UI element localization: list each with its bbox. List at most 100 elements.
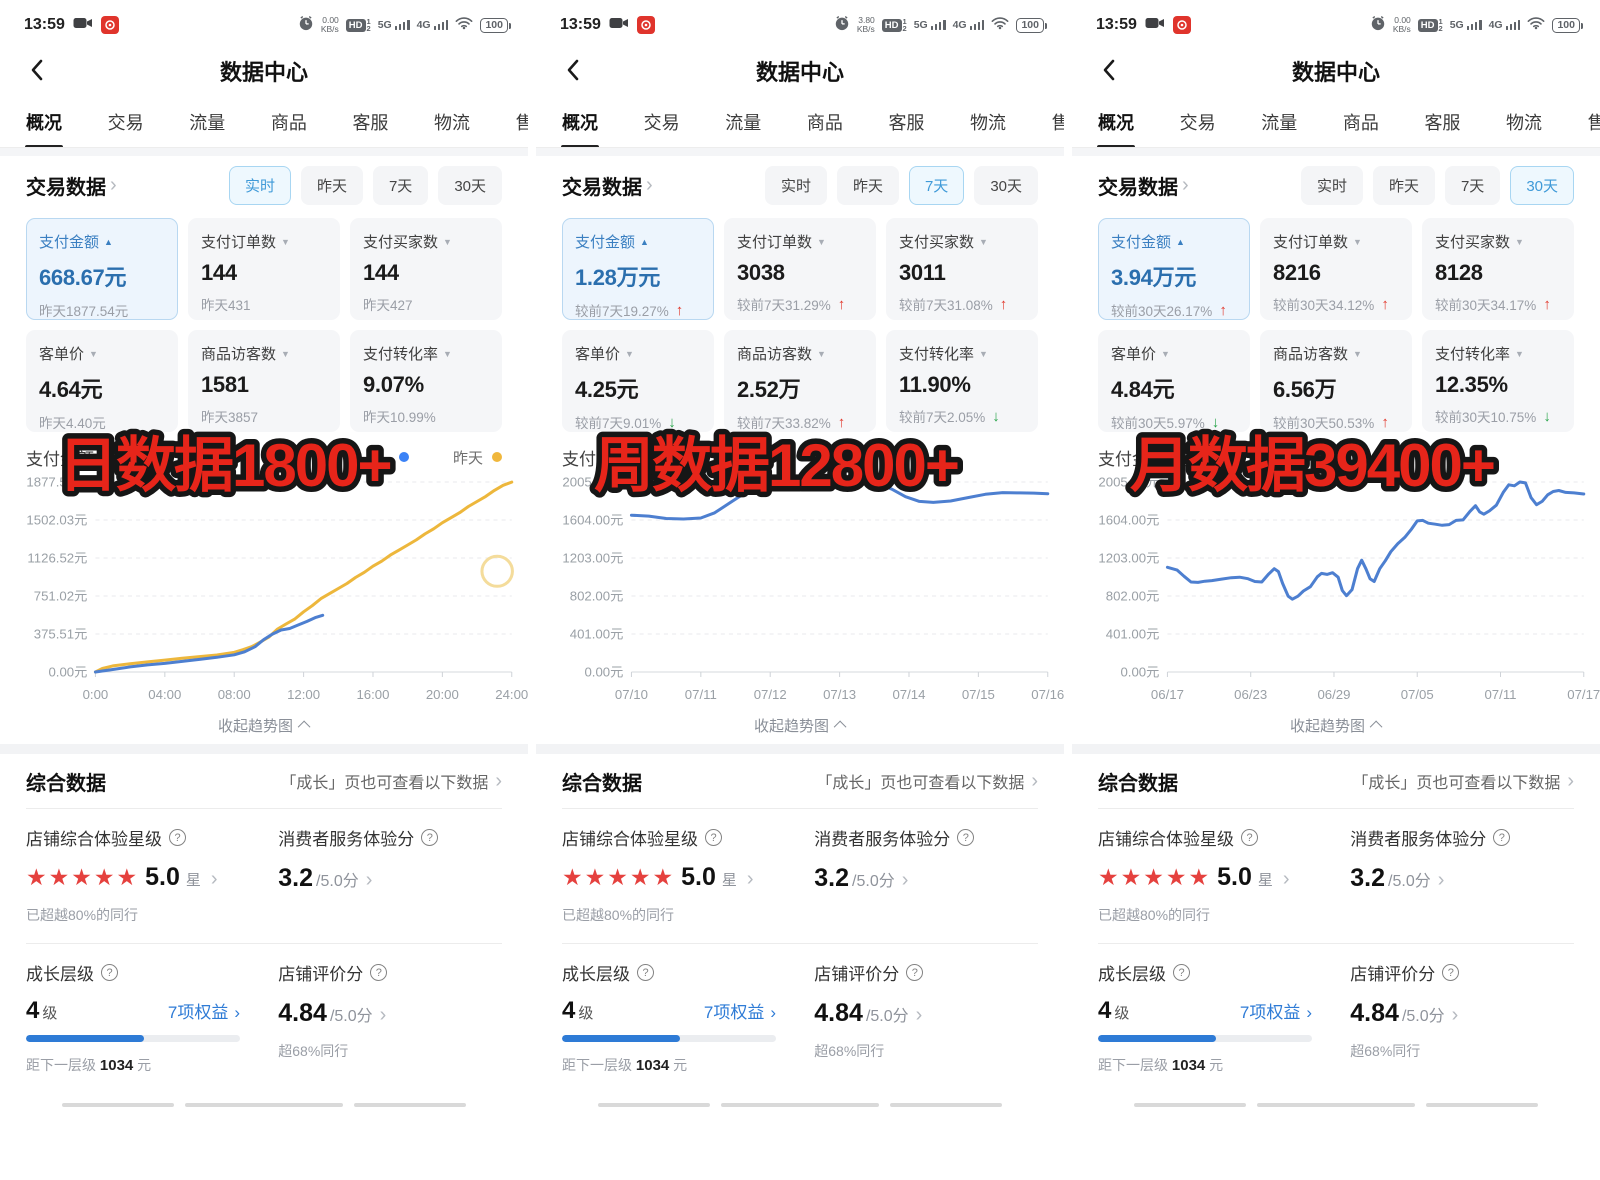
growth-page-link[interactable]: 「成长」页也可查看以下数据 ›	[280, 770, 502, 792]
metric-card-visitors[interactable]: 商品访客数 ▼ 2.52万 较前7天33.82% ↑	[724, 330, 876, 432]
svg-text:375.51元: 375.51元	[34, 627, 88, 642]
metric-card-buyer-count[interactable]: 支付买家数 ▼ 3011 较前7天31.08% ↑	[886, 218, 1038, 320]
filter-30days[interactable]: 30天	[438, 165, 502, 205]
chevron-right-icon[interactable]: ›	[379, 1004, 387, 1026]
help-icon[interactable]	[1493, 829, 1511, 846]
chevron-right-icon[interactable]: ›	[365, 869, 373, 891]
metric-card-buyer-count[interactable]: 支付买家数 ▼ 144 昨天427	[350, 218, 502, 320]
tab-service[interactable]: 客服	[1424, 112, 1461, 133]
tab-overview[interactable]: 概况	[26, 109, 62, 137]
tab-aftersale[interactable]: 售	[1588, 109, 1600, 137]
metric-card-conversion[interactable]: 支付转化率 ▼ 12.35% 较前30天10.75% ↓	[1422, 330, 1574, 432]
growth-page-link[interactable]: 「成长」页也可查看以下数据 ›	[1352, 770, 1574, 792]
help-icon[interactable]	[637, 964, 654, 981]
tab-trade[interactable]: 交易	[107, 112, 144, 133]
metric-card-conversion[interactable]: 支付转化率 ▼ 9.07% 昨天10.99%	[350, 330, 502, 432]
filter-realtime[interactable]: 实时	[1300, 165, 1363, 205]
shop-rating-block: 店铺评价分 4.84 /5.0分 › 超68%同行	[278, 960, 502, 1075]
help-icon[interactable]	[906, 964, 924, 981]
metric-card-order-count[interactable]: 支付订单数 ▼ 144 昨天431	[188, 218, 340, 320]
tab-aftersale[interactable]: 售	[1052, 109, 1064, 137]
collapse-trend-link[interactable]: 收起趋势图	[536, 708, 1064, 742]
collapse-trend-link[interactable]: 收起趋势图	[0, 708, 528, 742]
tab-products[interactable]: 商品	[806, 112, 843, 133]
tab-logistics[interactable]: 物流	[1506, 112, 1543, 133]
metric-compare: 较前30天10.75%	[1435, 410, 1537, 425]
filter-realtime[interactable]: 实时	[764, 165, 827, 205]
tab-logistics[interactable]: 物流	[970, 112, 1007, 133]
back-icon[interactable]	[562, 58, 584, 87]
metric-card-pay-amount[interactable]: 支付金额 ▲ 1.28万元 较前7天19.27% ↑	[562, 218, 714, 320]
metric-compare: 较前30天50.53%	[1273, 416, 1375, 431]
tab-traffic[interactable]: 流量	[189, 112, 226, 133]
metric-card-avg-order[interactable]: 客单价 ▼ 4.25元 较前7天9.01% ↓	[562, 330, 714, 432]
help-icon[interactable]	[1173, 964, 1190, 981]
metric-card-order-count[interactable]: 支付订单数 ▼ 3038 较前7天31.29% ↑	[724, 218, 876, 320]
metric-card-visitors[interactable]: 商品访客数 ▼ 1581 昨天3857	[188, 330, 340, 432]
benefits-link[interactable]: 7项权益 ›	[1239, 1003, 1312, 1022]
metric-card-avg-order[interactable]: 客单价 ▼ 4.84元 较前30天5.97% ↓	[1098, 330, 1250, 432]
metric-card-visitors[interactable]: 商品访客数 ▼ 6.56万 较前30天50.53% ↑	[1260, 330, 1412, 432]
legend-today-dot	[398, 452, 409, 462]
tab-overview[interactable]: 概况	[1098, 109, 1134, 137]
trade-data-title[interactable]: 交易数据	[562, 176, 642, 199]
tab-overview[interactable]: 概况	[562, 109, 598, 137]
filter-yesterday[interactable]: 昨天	[836, 165, 899, 205]
summary-title: 综合数据	[562, 772, 642, 795]
tab-trade[interactable]: 交易	[1179, 112, 1216, 133]
tab-service[interactable]: 客服	[352, 112, 389, 133]
help-icon[interactable]	[421, 829, 439, 846]
help-icon[interactable]	[1241, 829, 1258, 846]
filter-yesterday[interactable]: 昨天	[1372, 165, 1435, 205]
shop-star-label: 店铺综合体验星级	[1098, 830, 1234, 849]
filter-yesterday[interactable]: 昨天	[300, 165, 363, 205]
back-icon[interactable]	[1098, 58, 1120, 87]
filter-30days[interactable]: 30天	[1510, 165, 1574, 205]
tab-aftersale[interactable]: 售	[516, 109, 528, 137]
chevron-right-icon[interactable]: ›	[1282, 868, 1290, 890]
help-icon[interactable]	[1442, 964, 1460, 981]
filter-7days[interactable]: 7天	[372, 165, 429, 205]
metric-card-conversion[interactable]: 支付转化率 ▼ 11.90% 较前7天2.05% ↓	[886, 330, 1038, 432]
svg-text:1604.00元: 1604.00元	[562, 513, 623, 528]
tab-traffic[interactable]: 流量	[725, 112, 762, 133]
help-icon[interactable]	[957, 829, 975, 846]
help-icon[interactable]	[370, 964, 388, 981]
chevron-right-icon[interactable]: ›	[915, 1004, 923, 1026]
trade-data-title[interactable]: 交易数据	[26, 176, 106, 199]
filter-30days[interactable]: 30天	[974, 165, 1038, 205]
benefits-link[interactable]: 7项权益 ›	[703, 1003, 776, 1022]
screen-record-icon	[609, 16, 629, 35]
help-icon[interactable]	[169, 829, 186, 846]
benefits-link[interactable]: 7项权益 ›	[167, 1003, 240, 1022]
trade-data-title[interactable]: 交易数据	[1098, 176, 1178, 199]
filter-7days[interactable]: 7天	[908, 165, 965, 205]
chevron-right-icon[interactable]: ›	[746, 868, 754, 890]
tab-products[interactable]: 商品	[1342, 112, 1379, 133]
filter-realtime[interactable]: 实时	[228, 165, 291, 205]
tab-products[interactable]: 商品	[270, 112, 307, 133]
growth-page-link[interactable]: 「成长」页也可查看以下数据 ›	[816, 770, 1038, 792]
metric-card-pay-amount[interactable]: 支付金额 ▲ 3.94万元 较前30天26.17% ↑	[1098, 218, 1250, 320]
shop-star-block: 店铺综合体验星级 ★★★★★ 5.0 星 › 已超越80%的同行	[1098, 825, 1350, 925]
filter-7days[interactable]: 7天	[1444, 165, 1501, 205]
tab-trade[interactable]: 交易	[643, 112, 680, 133]
wifi-icon	[991, 16, 1009, 35]
chevron-right-icon[interactable]: ›	[1451, 1004, 1459, 1026]
summary-title: 综合数据	[26, 772, 106, 795]
chevron-right-icon[interactable]: ›	[901, 869, 909, 891]
metric-card-pay-amount[interactable]: 支付金额 ▲ 668.67元 昨天1877.54元	[26, 218, 178, 320]
collapse-trend-link[interactable]: 收起趋势图	[1072, 708, 1600, 742]
metric-card-order-count[interactable]: 支付订单数 ▼ 8216 较前30天34.12% ↑	[1260, 218, 1412, 320]
help-icon[interactable]	[705, 829, 722, 846]
chevron-right-icon[interactable]: ›	[210, 868, 218, 890]
tab-traffic[interactable]: 流量	[1261, 112, 1298, 133]
metric-card-buyer-count[interactable]: 支付买家数 ▼ 8128 较前30天34.17% ↑	[1422, 218, 1574, 320]
metric-card-avg-order[interactable]: 客单价 ▼ 4.64元 昨天4.40元	[26, 330, 178, 432]
back-icon[interactable]	[26, 58, 48, 87]
tab-logistics[interactable]: 物流	[434, 112, 471, 133]
chevron-right-icon[interactable]: ›	[1437, 869, 1445, 891]
tab-service[interactable]: 客服	[888, 112, 925, 133]
help-icon[interactable]	[101, 964, 118, 981]
